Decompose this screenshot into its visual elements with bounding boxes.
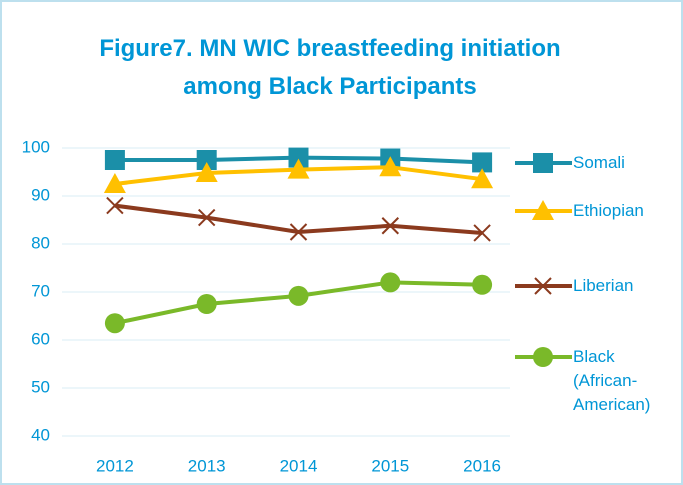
marker — [103, 173, 126, 193]
legend-label: Somali — [573, 153, 625, 172]
marker — [106, 196, 124, 215]
y-tick-label: 80 — [31, 233, 50, 252]
y-tick-label: 60 — [31, 329, 50, 348]
marker — [195, 161, 218, 182]
marker — [288, 285, 309, 306]
x-tick-label: 2015 — [371, 456, 409, 475]
marker — [381, 217, 400, 235]
x-tick-label: 2014 — [280, 456, 318, 475]
marker — [196, 294, 217, 314]
marker — [197, 208, 216, 227]
marker — [196, 150, 217, 170]
marker — [379, 156, 402, 177]
legend-label: Ethiopian — [573, 201, 644, 220]
marker — [287, 158, 310, 179]
legend-label: Liberian — [573, 276, 634, 295]
marker — [473, 224, 491, 242]
x-tick-label: 2012 — [96, 456, 134, 475]
y-tick-label: 40 — [31, 425, 50, 444]
series-line — [114, 203, 483, 235]
y-tick-label: 90 — [31, 185, 50, 204]
y-tick-label: 50 — [31, 377, 50, 396]
y-tick-label: 100 — [22, 137, 50, 156]
marker — [288, 147, 309, 168]
legend-marker — [533, 347, 553, 367]
marker — [472, 274, 493, 295]
x-tick-label: 2016 — [463, 456, 501, 475]
legend-marker — [534, 277, 552, 295]
legend-marker — [533, 153, 553, 173]
marker — [104, 313, 125, 334]
legend-marker — [532, 200, 554, 220]
marker — [104, 150, 125, 170]
marker — [380, 272, 401, 293]
legend-label: Black (African-American) — [573, 347, 651, 414]
marker — [471, 168, 494, 189]
marker — [289, 223, 308, 241]
marker — [472, 152, 493, 173]
x-tick-label: 2013 — [188, 456, 226, 475]
y-tick-label: 70 — [31, 281, 50, 300]
chart-title: Figure7. MN WIC breastfeeding initiation… — [99, 35, 561, 100]
